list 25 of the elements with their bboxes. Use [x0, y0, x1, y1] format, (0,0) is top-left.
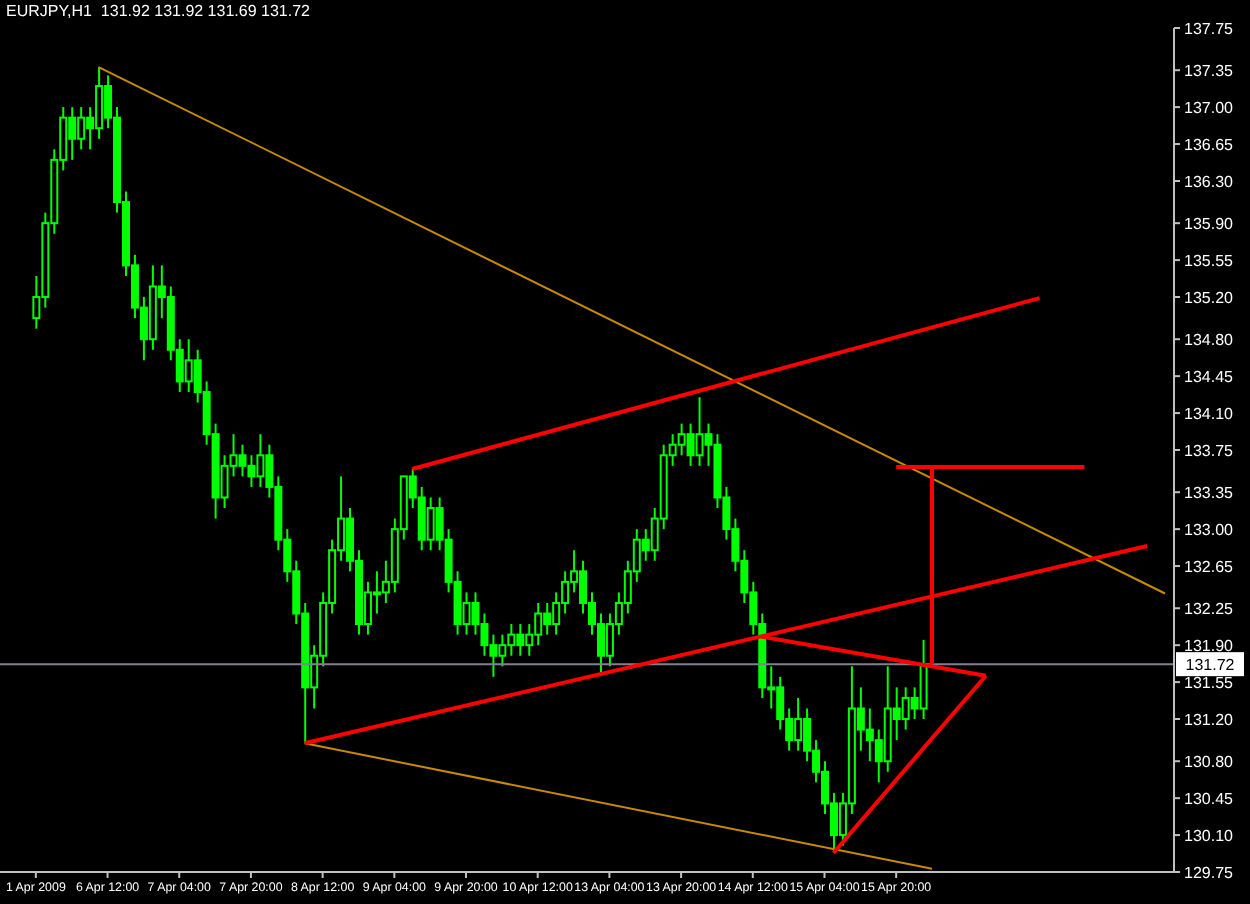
y-tick-label: 137.75 [1184, 19, 1235, 38]
y-tick-label: 131.90 [1184, 636, 1235, 655]
y-tick-label: 131.20 [1184, 710, 1235, 729]
y-tick-label: 134.10 [1184, 404, 1235, 423]
y-tick-label: 131.55 [1184, 673, 1235, 692]
y-tick-label: 133.35 [1184, 483, 1235, 502]
y-tick-label: 137.00 [1184, 98, 1235, 117]
y-tick-label: 129.75 [1184, 863, 1235, 882]
y-tick-label: 134.80 [1184, 330, 1235, 349]
y-tick-label: 133.75 [1184, 441, 1235, 460]
y-tick-label: 130.45 [1184, 789, 1235, 808]
y-tick-label: 132.25 [1184, 599, 1235, 618]
y-tick-label: 135.20 [1184, 288, 1235, 307]
y-tick-label: 136.30 [1184, 172, 1235, 191]
y-tick-label: 137.35 [1184, 61, 1235, 80]
chart-title: EURJPY,H1 131.92 131.92 131.69 131.72 [6, 2, 310, 20]
y-tick-label: 133.00 [1184, 520, 1235, 539]
ref-line-label: 131.72 [1185, 656, 1236, 675]
y-tick-label: 135.55 [1184, 251, 1235, 270]
y-tick-label: 130.10 [1184, 826, 1235, 845]
y-tick-label: 134.45 [1184, 367, 1235, 386]
y-tick-label: 136.65 [1184, 135, 1235, 154]
y-tick-label: 130.80 [1184, 752, 1235, 771]
y-tick-label: 135.90 [1184, 214, 1235, 233]
y-tick-label: 132.65 [1184, 557, 1235, 576]
